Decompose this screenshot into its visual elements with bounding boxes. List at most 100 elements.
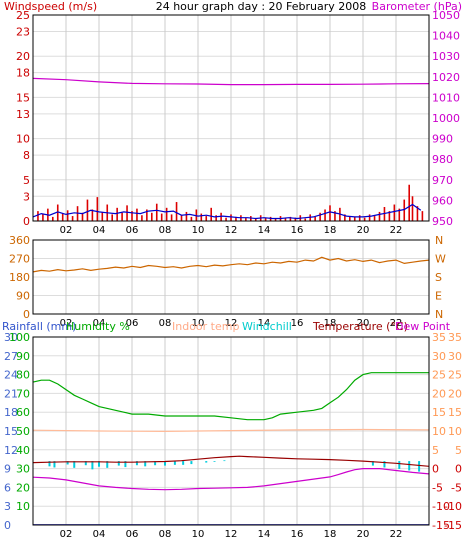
legend-indoor-temp: Indoor temp	[172, 320, 239, 333]
temperature-tick-label-right: 30	[448, 350, 462, 363]
panel-1-frame	[32, 14, 430, 222]
legend-humidity: Humidity %	[66, 320, 130, 333]
x-tick-label: 10	[192, 318, 205, 329]
direction-degree-tick-label: 90	[16, 290, 30, 303]
x-tick-label: 08	[159, 529, 172, 540]
windspeed-tick-label: 15	[16, 91, 30, 104]
direction-degree-tick-label: 360	[9, 234, 30, 247]
panel-2-grid	[33, 239, 429, 315]
temperature-tick-label-left: 15	[432, 406, 446, 419]
x-tick-label: 08	[159, 225, 172, 236]
direction-degree-tick-label: 270	[9, 253, 30, 266]
panel-2-x-axis: 02 04 06 08 10 12 14 16 18 20 22	[60, 318, 403, 329]
barometer-tick-label: 950	[432, 215, 453, 228]
rainfall-tick-label: 0	[4, 519, 11, 532]
panel-1-grid	[33, 14, 429, 222]
compass-tick-label: S	[435, 271, 442, 284]
barometer-tick-label: 960	[432, 194, 453, 207]
x-tick-label: 04	[93, 318, 106, 329]
direction-degree-tick-label: 0	[23, 308, 30, 321]
humidity-tick-label: 60	[16, 406, 30, 419]
panel-2-frame	[32, 239, 430, 315]
temperature-tick-label-left: 0	[432, 463, 439, 476]
x-tick-label: 02	[60, 318, 73, 329]
x-tick-label: 06	[126, 225, 139, 236]
x-tick-label: 18	[324, 318, 337, 329]
windspeed-tick-label: 10	[16, 133, 30, 146]
x-tick-label: 20	[357, 529, 370, 540]
barometer-tick-label: 1020	[432, 71, 460, 84]
x-tick-label: 16	[291, 529, 304, 540]
rainfall-tick-label: 21	[4, 387, 18, 400]
barometer-tick-label: 990	[432, 133, 453, 146]
barometer-tick-label: 1010	[432, 91, 460, 104]
windspeed-tick-label: 3	[23, 190, 30, 203]
x-tick-label: 02	[60, 225, 73, 236]
x-tick-label: 18	[324, 529, 337, 540]
humidity-line	[32, 372, 429, 421]
rainfall-tick-label: 18	[4, 406, 18, 419]
temperature-tick-label-left: 25	[432, 369, 446, 382]
x-tick-label: 20	[357, 225, 370, 236]
direction-degree-tick-label: 180	[9, 271, 30, 284]
temperature-tick-label-right: 0	[455, 463, 462, 476]
x-tick-label: 12	[225, 225, 238, 236]
panel-3-rain-axis: 0 3 6 9 12 15 18 21 24 27 30	[4, 331, 18, 532]
x-tick-label: 06	[126, 529, 139, 540]
dew-point-line	[32, 468, 430, 491]
x-tick-label: 20	[357, 318, 370, 329]
x-tick-label: 06	[126, 318, 139, 329]
temperature-tick-label-left: -15	[432, 519, 450, 532]
panel-1-series	[32, 77, 430, 221]
graph-title: 24 hour graph day : 20 February 2008	[156, 0, 367, 13]
x-tick-label: 12	[225, 529, 238, 540]
windspeed-axis-label: Windspeed (m/s)	[4, 0, 97, 13]
rainfall-tick-label: 24	[4, 369, 18, 382]
legend-temperature: Temperature (°C)	[312, 320, 408, 333]
rainfall-tick-label: 27	[4, 350, 18, 363]
temperature-tick-label-left: 5	[432, 444, 439, 457]
temperature-tick-label-right: 10	[448, 425, 462, 438]
barometer-tick-label: 1050	[432, 9, 460, 22]
temperature-tick-label-left: 20	[432, 387, 446, 400]
panel-3-humidity-axis: 10 20 30 40 50 60 70 80 90 100	[9, 331, 30, 513]
barometer-tick-label: 980	[432, 153, 453, 166]
rainfall-tick-label: 12	[4, 444, 18, 457]
rainfall-tick-label: 15	[4, 425, 18, 438]
barometer-tick-label: 1030	[432, 50, 460, 63]
x-tick-label: 14	[258, 318, 271, 329]
panel-2-left-axis: 0 90 180 270 360	[9, 234, 30, 321]
panel-3-frame	[32, 336, 430, 526]
humidity-tick-label: 90	[16, 350, 30, 363]
legend-rainfall: Rainfall (mm)	[2, 320, 76, 333]
temperature-tick-label-left: -10	[432, 500, 450, 513]
windspeed-tick-label: 18	[16, 67, 30, 80]
legend-windchill: Windchill	[242, 320, 292, 333]
compass-tick-label: N	[435, 234, 443, 247]
x-tick-label: 14	[258, 225, 271, 236]
temperature-tick-label-left: 10	[432, 425, 446, 438]
rainfall-tick-label: 30	[4, 331, 18, 344]
panel-1-x-axis: 02 04 06 08 10 12 14 16 18 20 22	[60, 225, 403, 236]
rainfall-tick-label: 3	[4, 500, 11, 513]
humidity-tick-label: 40	[16, 444, 30, 457]
temperature-tick-label-left: -5	[432, 481, 443, 494]
windspeed-tick-label: 25	[16, 9, 30, 22]
x-tick-label: 10	[192, 225, 205, 236]
x-tick-label: 10	[192, 529, 205, 540]
compass-tick-label: E	[435, 290, 442, 303]
x-tick-label: 18	[324, 225, 337, 236]
barometer-tick-label: 1040	[432, 30, 460, 43]
humidity-tick-label: 20	[16, 481, 30, 494]
barometer-tick-label: 1000	[432, 112, 460, 125]
windspeed-tick-label: 5	[23, 174, 30, 187]
windspeed-tick-label: 23	[16, 25, 30, 38]
compass-tick-label: W	[435, 253, 446, 266]
barometer-axis-label: Barometer (hPa)	[372, 0, 462, 13]
temperature-tick-label-right: -15	[444, 519, 462, 532]
compass-tick-label: N	[435, 308, 443, 321]
humidity-tick-label: 70	[16, 387, 30, 400]
x-tick-label: 12	[225, 318, 238, 329]
x-tick-label: 16	[291, 225, 304, 236]
